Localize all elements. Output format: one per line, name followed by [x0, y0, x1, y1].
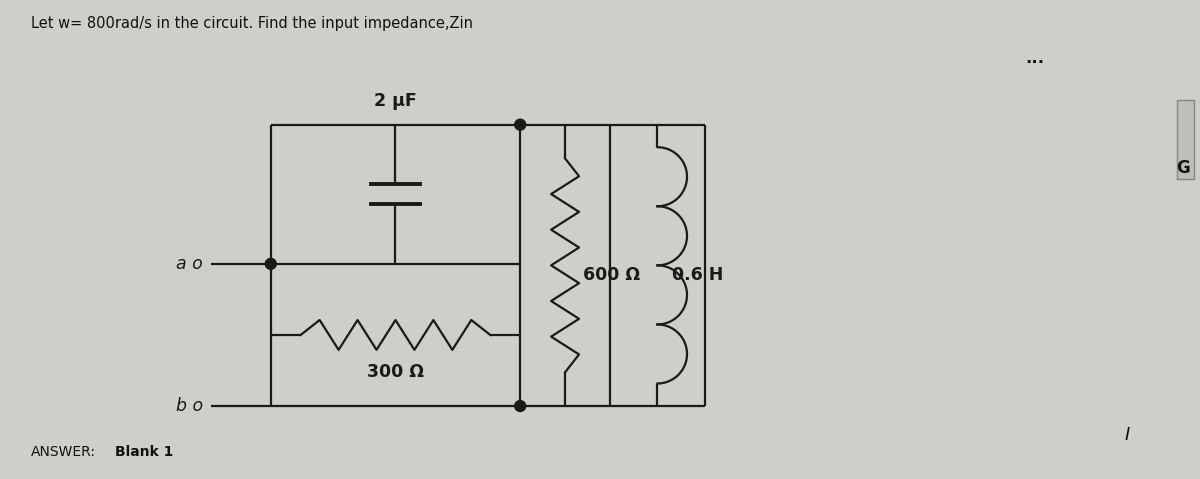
- Text: Let w= 800rad/s in the circuit. Find the input impedance,Zin: Let w= 800rad/s in the circuit. Find the…: [31, 16, 473, 31]
- Text: G: G: [1176, 159, 1190, 177]
- Text: 0.6 H: 0.6 H: [672, 266, 724, 285]
- Text: 600 Ω: 600 Ω: [583, 266, 640, 285]
- Text: I: I: [1124, 426, 1129, 445]
- Circle shape: [515, 119, 526, 130]
- Circle shape: [265, 258, 276, 269]
- Circle shape: [515, 400, 526, 411]
- Text: Blank 1: Blank 1: [115, 445, 174, 458]
- Text: 2 μF: 2 μF: [374, 92, 416, 110]
- Text: 300 Ω: 300 Ω: [367, 363, 424, 381]
- Text: ...: ...: [1025, 49, 1044, 67]
- Text: a o: a o: [176, 255, 203, 273]
- Text: ANSWER:: ANSWER:: [31, 445, 96, 458]
- Text: b o: b o: [175, 397, 203, 415]
